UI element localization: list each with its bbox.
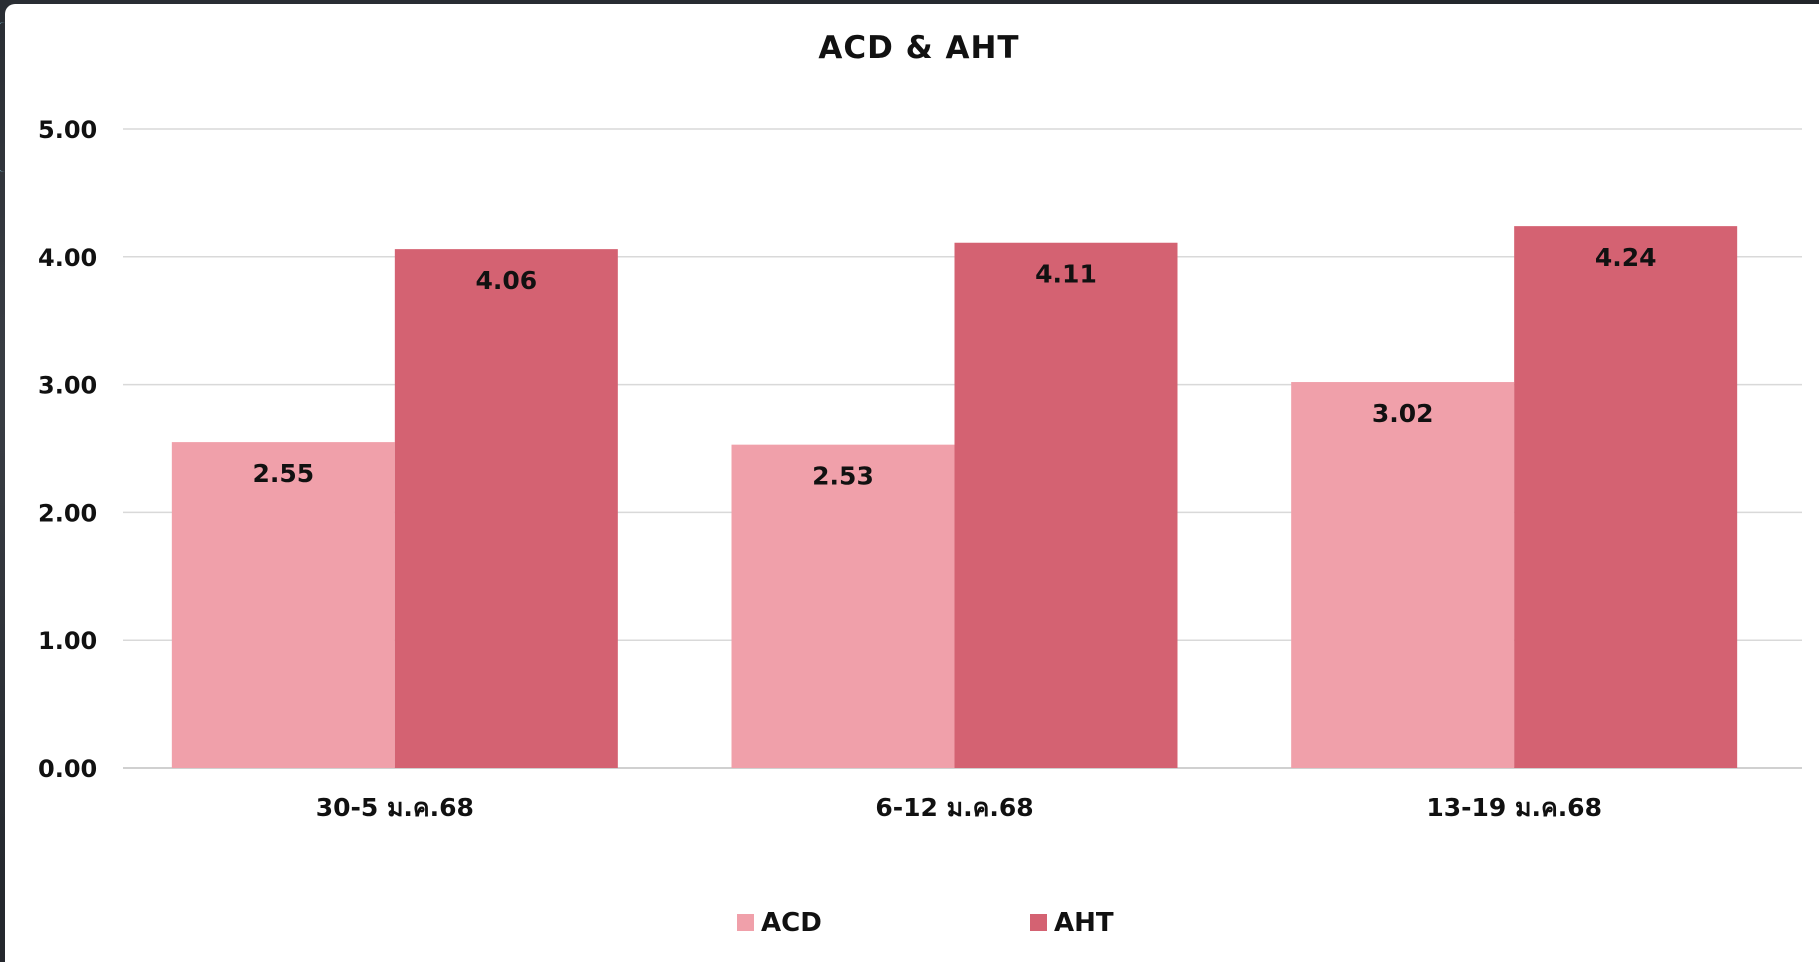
- y-tick-label: 3.00: [38, 372, 97, 400]
- y-tick-label: 5.00: [38, 116, 97, 144]
- data-label: 4.11: [1035, 260, 1097, 289]
- legend-swatch: [737, 914, 754, 931]
- bar-acd-1: [171, 442, 395, 768]
- bar-aht-3: [1514, 226, 1738, 769]
- bar-aht-2: [954, 242, 1178, 768]
- bar-aht-1: [394, 249, 618, 768]
- data-label: 2.53: [812, 462, 874, 491]
- x-tick-label: 30-5 ม.ค.68: [316, 793, 474, 822]
- data-labels: 2.55 4.06 2.53 4.11 3.02 4.24: [252, 243, 1656, 491]
- data-label: 4.06: [475, 266, 537, 295]
- y-tick-label: 2.00: [38, 499, 97, 527]
- data-label: 4.24: [1595, 243, 1657, 272]
- legend-label: ACD: [761, 908, 822, 938]
- bar-acd-3: [1291, 382, 1515, 768]
- data-label: 3.02: [1372, 399, 1434, 428]
- y-axis-ticks: 0.00 1.00 2.00 3.00 4.00 5.00: [38, 116, 97, 783]
- x-tick-label: 6-12 ม.ค.68: [875, 793, 1033, 822]
- legend-swatch: [1030, 914, 1047, 931]
- legend-label: AHT: [1054, 908, 1114, 938]
- y-tick-label: 0.00: [38, 755, 97, 783]
- data-label: 2.55: [252, 459, 314, 488]
- legend: ACD AHT: [737, 908, 1114, 938]
- y-tick-label: 1.00: [38, 627, 97, 655]
- chart-title: ACD & AHT: [818, 30, 1019, 66]
- legend-item-aht: AHT: [1030, 908, 1114, 938]
- legend-item-acd: ACD: [737, 908, 822, 938]
- bar-acd-2: [731, 444, 955, 768]
- y-tick-label: 4.00: [38, 244, 97, 272]
- bars: [171, 226, 1738, 769]
- x-axis-ticks: 30-5 ม.ค.68 6-12 ม.ค.68 13-19 ม.ค.68: [316, 793, 1602, 822]
- x-tick-label: 13-19 ม.ค.68: [1426, 793, 1602, 822]
